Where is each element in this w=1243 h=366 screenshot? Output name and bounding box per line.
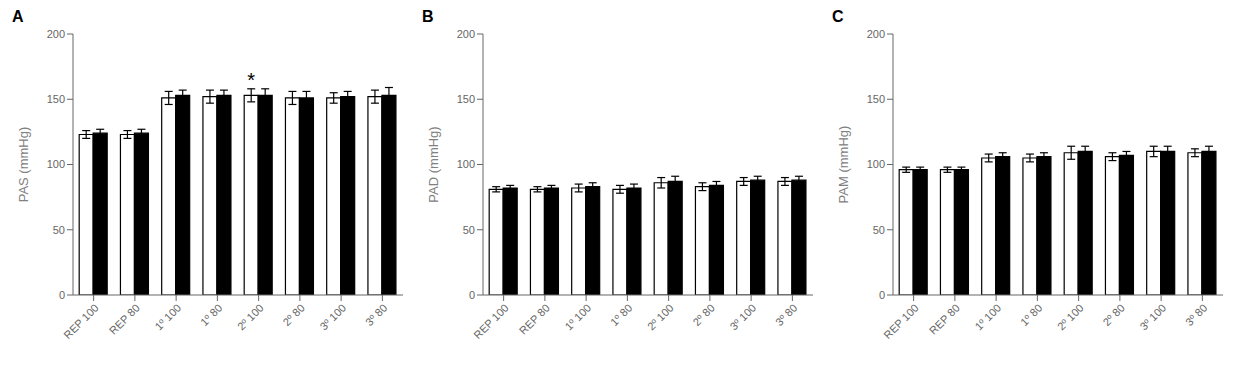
svg-text:1º 100: 1º 100 bbox=[152, 302, 183, 333]
svg-text:3º 100: 3º 100 bbox=[317, 302, 348, 333]
svg-text:REP 100: REP 100 bbox=[61, 302, 100, 341]
svg-text:PAD (mmHg): PAD (mmHg) bbox=[426, 126, 441, 202]
svg-text:2º 80: 2º 80 bbox=[690, 302, 716, 328]
svg-text:2º 80: 2º 80 bbox=[1100, 302, 1126, 328]
svg-text:3º 80: 3º 80 bbox=[363, 302, 389, 328]
html-text:A: A bbox=[12, 8, 24, 25]
svg-text:REP 80: REP 80 bbox=[517, 302, 552, 337]
svg-text:3º 80: 3º 80 bbox=[1183, 302, 1209, 328]
svg-text:100: 100 bbox=[867, 158, 885, 170]
svg-text:1º 80: 1º 80 bbox=[1018, 302, 1044, 328]
svg-text:150: 150 bbox=[457, 93, 475, 105]
svg-text:PAM (mmHg): PAM (mmHg) bbox=[836, 126, 851, 204]
svg-text:REP 100: REP 100 bbox=[471, 302, 510, 341]
svg-text:*: * bbox=[247, 69, 255, 91]
svg-text:2º 100: 2º 100 bbox=[1055, 302, 1086, 333]
html-text:B: B bbox=[422, 8, 434, 25]
svg-text:0: 0 bbox=[469, 289, 475, 301]
svg-text:0: 0 bbox=[59, 289, 65, 301]
svg-text:200: 200 bbox=[867, 28, 885, 40]
svg-text:1º 80: 1º 80 bbox=[198, 302, 224, 328]
svg-text:REP 80: REP 80 bbox=[107, 302, 142, 337]
svg-text:3º 100: 3º 100 bbox=[1137, 302, 1168, 333]
svg-text:1º 100: 1º 100 bbox=[562, 302, 593, 333]
svg-text:200: 200 bbox=[47, 28, 65, 40]
svg-text:3º 80: 3º 80 bbox=[773, 302, 799, 328]
svg-text:100: 100 bbox=[47, 158, 65, 170]
svg-text:REP 100: REP 100 bbox=[881, 302, 920, 341]
svg-text:50: 50 bbox=[53, 224, 65, 236]
html-text:C: C bbox=[832, 8, 844, 25]
svg-text:150: 150 bbox=[47, 93, 65, 105]
svg-text:0: 0 bbox=[879, 289, 885, 301]
svg-text:1º 100: 1º 100 bbox=[972, 302, 1003, 333]
svg-text:3º 100: 3º 100 bbox=[727, 302, 758, 333]
svg-text:1º 80: 1º 80 bbox=[608, 302, 634, 328]
svg-text:2º 80: 2º 80 bbox=[280, 302, 306, 328]
svg-text:150: 150 bbox=[867, 93, 885, 105]
svg-text:50: 50 bbox=[873, 224, 885, 236]
svg-text:100: 100 bbox=[457, 158, 475, 170]
svg-text:2º 100: 2º 100 bbox=[645, 302, 676, 333]
svg-text:200: 200 bbox=[457, 28, 475, 40]
svg-text:50: 50 bbox=[463, 224, 475, 236]
svg-text:REP 80: REP 80 bbox=[927, 302, 962, 337]
svg-text:PAS (mmHg): PAS (mmHg) bbox=[16, 127, 31, 203]
svg-text:2º 100: 2º 100 bbox=[235, 302, 266, 333]
